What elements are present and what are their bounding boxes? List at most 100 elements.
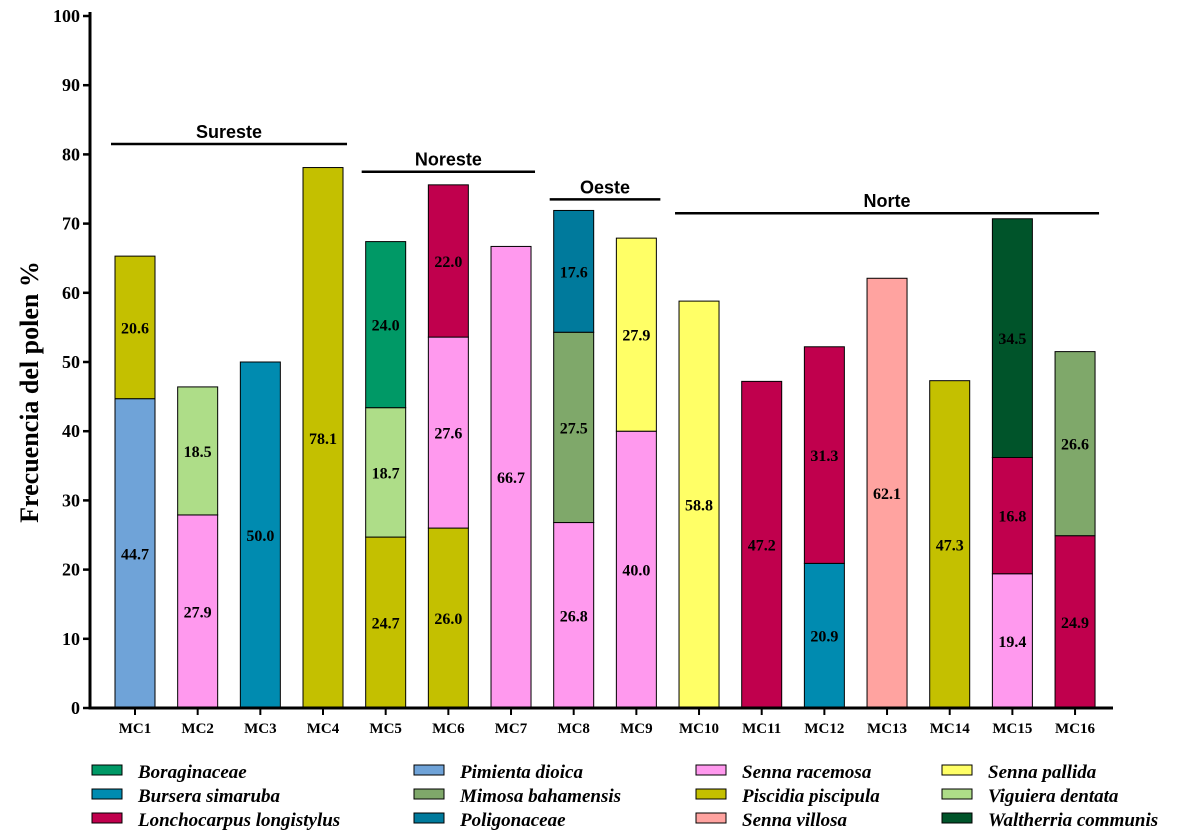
bar-mc6-senna-racemosa	[427, 336, 469, 529]
legend-label-mimosa-bahamensis: Mimosa bahamensis	[459, 786, 621, 807]
y-tick-label-20: 20	[62, 560, 80, 580]
y-axis-label: Frecuencia del polen %	[15, 261, 44, 523]
legend-swatch-senna-pallida	[941, 764, 973, 776]
legend-label-senna-racemosa: Senna racemosa	[742, 762, 872, 783]
legend-label-pimienta-dioica: Pimienta dioica	[459, 762, 583, 783]
data-label-mc3-bursera-simaruba: 50.0	[246, 528, 274, 545]
bar-mc2-senna-racemosa	[177, 514, 219, 709]
x-tick-label-mc1: MC1	[119, 721, 152, 737]
x-tick-label-mc16: MC16	[1055, 721, 1095, 737]
x-tick-label-mc11: MC11	[742, 721, 781, 737]
region-label-sureste: Sureste	[196, 122, 262, 142]
data-label-mc9-senna-pallida: 27.9	[622, 328, 650, 345]
data-label-mc13-senna-villosa: 62.1	[873, 486, 901, 503]
legend-swatch-senna-villosa	[695, 812, 727, 824]
x-tick-label-mc13: MC13	[867, 721, 907, 737]
bar-mc12-lonchocarpus-longistylus	[803, 346, 845, 564]
x-tick-label-mc5: MC5	[369, 721, 402, 737]
x-tick-label-mc4: MC4	[307, 721, 340, 737]
x-tick-label-mc3: MC3	[244, 721, 277, 737]
axes: 0 10 20 30 40 50 60 70 80 90 100 MC1 MC2 MC3 MC4 MC5 MC6…	[53, 6, 1113, 737]
data-label-mc15-waltherria-communis: 34.5	[998, 331, 1026, 348]
y-tick-label-80: 80	[62, 144, 80, 164]
data-label-mc1-pimienta-dioica: 44.7	[121, 546, 149, 563]
data-label-mc4-piscidia-piscipula: 78.1	[309, 431, 337, 448]
y-tick-label-70: 70	[62, 214, 80, 234]
data-label-mc6-piscidia-piscipula: 26.0	[434, 611, 462, 628]
data-label-mc5-boraginaceae: 24.0	[372, 318, 400, 335]
legend-label-senna-pallida: Senna pallida	[988, 762, 1097, 783]
y-tick-label-100: 100	[53, 6, 80, 26]
data-label-mc5-piscidia-piscipula: 24.7	[372, 616, 400, 633]
data-label-mc10-senna-pallida: 58.8	[685, 498, 713, 515]
data-label-mc1-piscidia-piscipula: 20.6	[121, 320, 149, 337]
bar-mc4-piscidia-piscipula	[302, 167, 344, 709]
bar-mc1-piscidia-piscipula	[114, 255, 156, 400]
x-tick-label-mc14: MC14	[930, 721, 970, 737]
legend-swatch-mimosa-bahamensis	[413, 788, 445, 800]
bar-mc16-mimosa-bahamensis	[1054, 351, 1096, 537]
data-label-mc11-lonchocarpus-longistylus: 47.2	[748, 538, 776, 555]
x-tick-label-mc9: MC9	[620, 721, 653, 737]
legend: Boraginaceae Bursera simaruba Lonchocarpus…	[91, 762, 1158, 831]
x-tick-label-mc12: MC12	[804, 721, 844, 737]
legend-swatch-senna-racemosa	[695, 764, 727, 776]
y-tick-label-0: 0	[71, 698, 80, 718]
data-label-mc16-mimosa-bahamensis: 26.6	[1061, 437, 1089, 454]
bar-mc5-viguiera-dentata	[365, 407, 407, 538]
legend-swatch-boraginaceae	[91, 764, 123, 776]
bar-mc15-waltherria-communis	[991, 218, 1033, 458]
data-label-mc14-piscidia-piscipula: 47.3	[936, 537, 964, 554]
x-tick-label-mc10: MC10	[679, 721, 719, 737]
bar-mc11-lonchocarpus-longistylus	[741, 380, 783, 709]
y-tick-label-10: 10	[62, 629, 80, 649]
bar-mc5-piscidia-piscipula	[365, 536, 407, 709]
x-tick-label-mc8: MC8	[557, 721, 590, 737]
legend-swatch-pimienta-dioica	[413, 764, 445, 776]
legend-label-lonchocarpus-longistylus: Lonchocarpus longistylus	[137, 810, 340, 831]
bar-mc15-senna-racemosa	[991, 573, 1033, 709]
legend-label-poligonaceae: Poligonaceae	[459, 810, 566, 831]
data-label-mc8-mimosa-bahamensis: 27.5	[560, 420, 588, 437]
bar-mc15-lonchocarpus-longistylus	[991, 456, 1033, 575]
y-tick-label-90: 90	[62, 75, 80, 95]
data-label-mc2-senna-racemosa: 27.9	[184, 604, 212, 621]
data-label-mc15-senna-racemosa: 19.4	[998, 634, 1026, 651]
bar-mc9-senna-racemosa	[615, 430, 657, 709]
bar-mc5-boraginaceae	[365, 241, 407, 409]
x-tick-label-mc15: MC15	[992, 721, 1032, 737]
data-label-mc12-lonchocarpus-longistylus: 31.3	[810, 448, 838, 465]
data-label-mc9-senna-racemosa: 40.0	[622, 563, 650, 580]
legend-label-viguiera-dentata: Viguiera dentata	[988, 786, 1119, 807]
data-label-mc8-senna-racemosa: 26.8	[560, 608, 588, 625]
data-label-mc6-senna-racemosa: 27.6	[434, 426, 462, 443]
bar-mc16-lonchocarpus-longistylus	[1054, 535, 1096, 709]
bar-mc2-viguiera-dentata	[177, 386, 219, 516]
bar-mc13-senna-villosa	[866, 277, 908, 709]
data-label-mc2-viguiera-dentata: 18.5	[184, 444, 212, 461]
bar-mc3-bursera-simaruba	[239, 361, 281, 709]
bar-mc8-poligonaceae	[553, 209, 595, 333]
bar-mc14-piscidia-piscipula	[929, 380, 971, 709]
y-tick-label-60: 60	[62, 283, 80, 303]
region-label-norte: Norte	[864, 191, 911, 211]
legend-label-piscidia-piscipula: Piscidia piscipula	[741, 786, 880, 807]
bar-mc1-pimienta-dioica	[114, 398, 156, 709]
bar-mc9-senna-pallida	[615, 237, 657, 432]
legend-swatch-bursera-simaruba	[91, 788, 123, 800]
bar-mc8-mimosa-bahamensis	[553, 331, 595, 524]
legend-swatch-poligonaceae	[413, 812, 445, 824]
data-label-mc8-poligonaceae: 17.6	[560, 264, 588, 281]
y-tick-label-30: 30	[62, 490, 80, 510]
legend-swatch-piscidia-piscipula	[695, 788, 727, 800]
bar-mc6-lonchocarpus-longistylus	[427, 184, 469, 338]
x-tick-label-mc2: MC2	[181, 721, 214, 737]
legend-label-waltherria-communis: Waltherria communis	[988, 810, 1158, 831]
bar-series	[114, 167, 1096, 709]
legend-swatch-lonchocarpus-longistylus	[91, 812, 123, 824]
data-label-mc5-viguiera-dentata: 18.7	[372, 465, 400, 482]
bar-mc10-senna-pallida	[678, 300, 720, 709]
data-labels: 44.7 20.6 27.9 18.5 50.0 78.1 24.7 18.7 24.0 26.0…	[121, 254, 1089, 651]
data-label-mc16-lonchocarpus-longistylus: 24.9	[1061, 615, 1089, 632]
